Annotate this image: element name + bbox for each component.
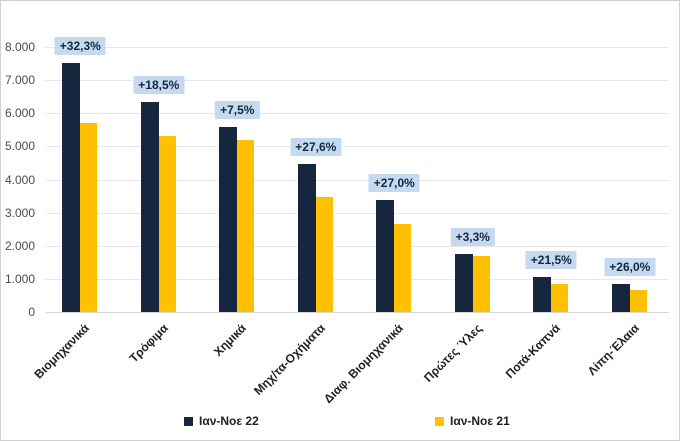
y-tick-label: 7.000: [4, 73, 35, 88]
bar-2022: [454, 254, 473, 312]
legend-label-2021: Ιαν-Νοε 21: [450, 414, 510, 428]
gridline: [45, 179, 669, 181]
pct-change-label: +26,0%: [604, 258, 656, 276]
pct-change-label: +18,5%: [133, 76, 185, 94]
x-category-label: Λίπη-Έλαια: [584, 321, 642, 379]
pct-change-label: +21,5%: [525, 251, 577, 270]
y-tick-label: 4.000: [4, 172, 35, 187]
bar-2021: [394, 223, 412, 312]
x-category-label: Βιομηχανικά: [31, 321, 93, 382]
pct-change-label: +3,3%: [450, 228, 495, 247]
pct-change-label: +7,5%: [215, 100, 260, 119]
x-axis-line: [45, 312, 669, 313]
pct-change-label: +27,6%: [290, 138, 342, 156]
bar-2022: [376, 199, 395, 312]
gridline: [45, 80, 669, 82]
bar-2022: [140, 102, 159, 312]
y-tick-label: 3.000: [4, 205, 35, 220]
x-category-label: Τρόφιμα: [126, 321, 171, 366]
y-axis: 0 1.000 2.000 3.000 4.000 5.000 6.000 7.000 8.00…: [1, 9, 37, 319]
gridline: [45, 278, 669, 280]
gridline: [45, 212, 669, 214]
legend-marker-2022-icon: [184, 417, 193, 426]
y-tick-label: 0: [28, 305, 35, 319]
legend-item-2022: Ιαν-Νοε 22: [184, 414, 259, 430]
gridline: [45, 245, 669, 247]
x-category-label: Διαφ. Βιομηχανικά: [321, 321, 407, 406]
gridline: [45, 113, 669, 115]
y-tick-label: 6.000: [4, 106, 35, 121]
bar-2021: [472, 256, 490, 312]
y-tick-label: 2.000: [4, 238, 35, 253]
bar-2021: [237, 140, 255, 312]
gridline: [45, 146, 669, 148]
y-tick-label: 5.000: [4, 139, 35, 154]
legend-item-2021: Ιαν-Νοε 21: [435, 414, 510, 430]
legend-label-2022: Ιαν-Νοε 22: [199, 414, 259, 428]
bar-2022: [62, 63, 81, 312]
bar-2022: [219, 126, 238, 312]
gridline: [45, 47, 669, 49]
legend-marker-2021-icon: [435, 417, 444, 426]
bar-2021: [315, 196, 333, 312]
y-tick-label: 8.000: [4, 40, 35, 55]
y-tick-label: 1.000: [4, 271, 35, 286]
bar-2022: [611, 284, 630, 312]
bar-2021: [80, 123, 98, 312]
bar-2021: [629, 289, 647, 312]
plot-area: +32,3% +18,5% +7,5% +27,6% +27,0% +3,3% +21,5%…: [41, 9, 669, 313]
bar-2022: [533, 277, 552, 312]
bar-2022: [297, 164, 316, 312]
bar-2021: [551, 283, 569, 312]
pct-change-label: +27,0%: [368, 173, 420, 192]
bar-2021: [158, 135, 176, 312]
pct-change-label: +32,3%: [54, 37, 106, 55]
